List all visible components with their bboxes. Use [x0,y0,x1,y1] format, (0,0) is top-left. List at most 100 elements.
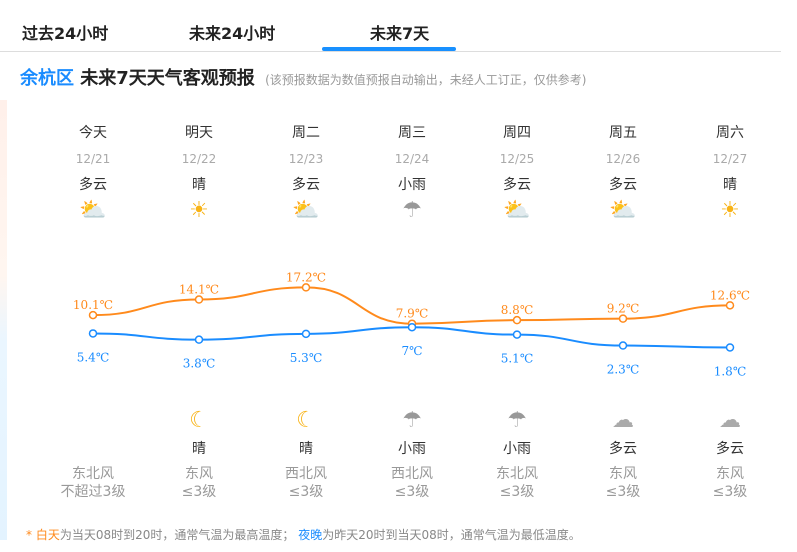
wind-direction: 东北风 [72,466,114,482]
high-temp-label: 7.9℃ [396,307,429,321]
wind-info: 东北风 ≤3级 [467,465,567,501]
footer-day: 白天 [35,528,60,542]
night-weather: 晴 [299,441,313,457]
low-temp-label: 2.3℃ [607,363,640,377]
day-name: 周五 [609,125,637,141]
night-column: ☂ 小雨 [467,404,567,458]
low-temp-point [194,335,204,344]
day-column: 周二 12/23 多云 ⛅ [256,122,356,224]
low-temp-label: 5.4℃ [77,350,110,364]
night-column: ☾ 晴 [256,404,356,458]
footer-day-desc: 为当天08时到20时，通常气温为最高温度； [59,528,295,542]
wind-level: ≤3级 [712,484,748,500]
wind-level: 不超过3级 [60,484,126,500]
high-temp-point [301,283,311,292]
low-temp-point [88,329,98,338]
night-weather: 晴 [192,441,206,457]
wind-direction: 西北风 [285,466,327,482]
wind-direction: 东北风 [496,466,538,482]
wind-info: 东北风不超过3级 [43,465,143,501]
high-temp-label: 17.2℃ [286,270,326,284]
title-text: 未来7天天气客观预报 [80,68,255,89]
low-temp-label: 5.3℃ [290,351,323,365]
day-column: 周四 12/25 多云 ⛅ [467,122,567,224]
day-weather: 晴 [723,177,737,193]
high-temp-label: 14.1℃ [179,283,219,297]
night-column: ☾ 晴 [149,404,249,458]
high-temp-label: 9.2℃ [607,302,640,316]
low-temp-point [301,329,311,339]
wind-direction: 东风 [716,466,744,482]
wind-level: ≤3级 [181,484,217,500]
sun-icon: ☀ [189,198,209,223]
footer-star: * [26,528,36,542]
cloud-moon-icon: ☁ [719,408,741,433]
day-column: 明天 12/22 晴 ☀ [149,122,249,224]
partly-cloudy-icon: ⛅ [609,198,637,223]
night-weather: 小雨 [503,441,531,457]
high-temp-point [194,295,204,304]
wind-info: 东风 ≤3级 [680,465,780,501]
sun-icon: ☀ [720,198,740,223]
day-weather: 小雨 [398,177,426,193]
wind-direction: 东风 [185,466,213,482]
day-name: 周二 [292,125,320,141]
low-temp-label: 3.8℃ [183,357,216,371]
day-date: 12/26 [605,152,641,166]
moon-icon: ☾ [189,408,209,433]
day-column: 周三 12/24 小雨 ☂ [362,122,462,224]
day-date: 12/25 [499,152,535,166]
day-weather: 多云 [503,177,531,193]
day-date: 12/21 [75,152,111,166]
day-column: 今天 12/21 多云 ⛅ [43,122,143,224]
tab-bar: 过去24小时 未来24小时 未来7天 [0,0,781,52]
day-name: 周六 [716,125,744,141]
high-temp-point [725,301,735,310]
high-temp-label: 8.8℃ [501,303,534,317]
low-temp-label: 7℃ [401,344,422,358]
tab-next-7d[interactable]: 未来7天 [321,20,457,51]
wind-info: 东风 ≤3级 [573,465,673,501]
day-column: 周五 12/26 多云 ⛅ [573,122,673,224]
low-temp-point [725,343,735,352]
page-title: 余杭区 未来7天天气客观预报 (该预报数据为数值预报自动输出，未经人工订正，仅供… [20,64,586,90]
tab-past-24h[interactable]: 过去24小时 [22,24,109,43]
night-weather: 多云 [716,441,744,457]
wind-level: ≤3级 [605,484,641,500]
wind-level: ≤3级 [288,484,324,500]
day-name: 明天 [185,125,213,141]
high-temp-point [618,314,628,323]
tab-next-24h[interactable]: 未来24小时 [189,24,276,43]
partly-cloudy-icon: ⛅ [292,198,320,223]
wind-level: ≤3级 [499,484,535,500]
location: 余杭区 [20,68,74,89]
night-column: ☂ 小雨 [362,404,462,458]
side-strip [0,100,7,540]
footer-night-desc: 为昨天20时到当天08时，通常气温为最低温度。 [322,528,581,542]
day-date: 12/24 [394,152,430,166]
day-name: 周四 [503,125,531,141]
high-temp-point [512,315,522,325]
day-date: 12/22 [181,152,217,166]
moon-icon: ☾ [296,408,316,433]
footer-night: 夜晚 [298,528,323,542]
wind-info: 西北风 ≤3级 [256,465,356,501]
high-temp-point [88,310,98,320]
rain-icon: ☂ [507,408,527,433]
rain-icon: ☂ [402,408,422,433]
low-temp-point [512,330,522,339]
wind-info: 东风 ≤3级 [149,465,249,501]
footer-note: * 白天为当天08时到20时，通常气温为最高温度； 夜晚为昨天20时到当天08时… [26,526,581,543]
night-weather: 小雨 [398,441,426,457]
day-weather: 多云 [79,177,107,193]
day-date: 12/23 [288,152,324,166]
day-weather: 多云 [292,177,320,193]
wind-direction: 西北风 [391,466,433,482]
partly-cloudy-icon: ⛅ [503,198,531,223]
day-date: 12/27 [712,152,748,166]
partly-cloudy-icon: ⛅ [79,198,107,223]
day-weather: 晴 [192,177,206,193]
night-weather: 多云 [609,441,637,457]
low-temp-label: 5.1℃ [501,352,534,366]
